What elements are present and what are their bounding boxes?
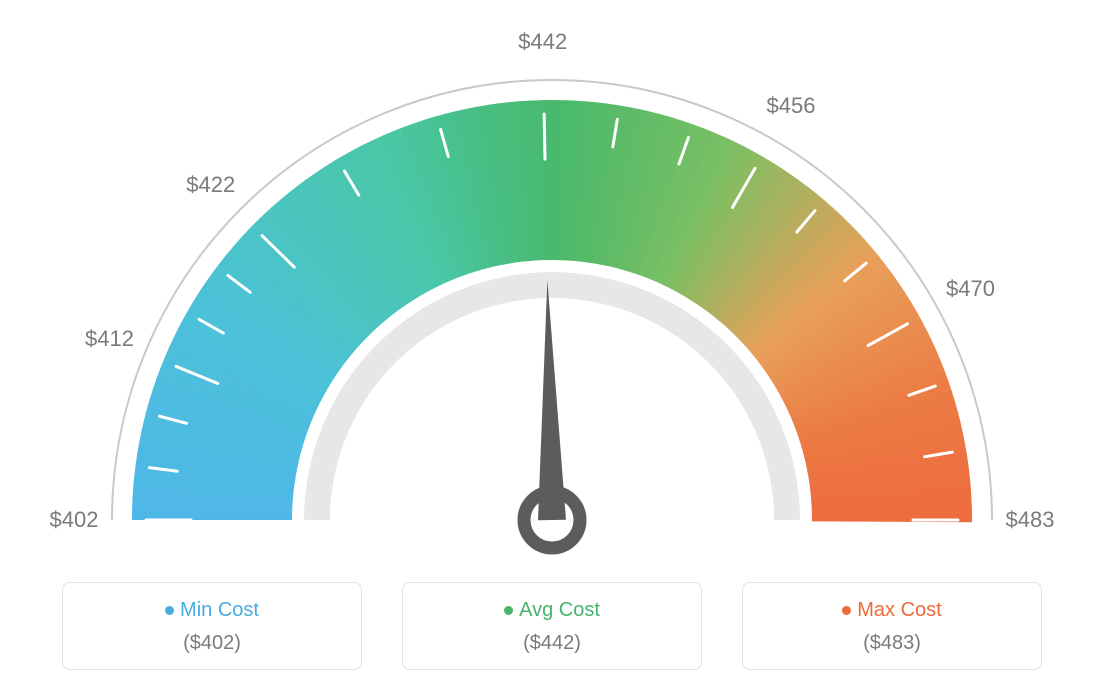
legend-title-avg-text: Avg Cost (519, 599, 600, 621)
legend-row: Min Cost ($402) Avg Cost ($442) Max Cost… (0, 582, 1104, 670)
legend-value-max: ($483) (753, 632, 1031, 655)
gauge-tick-label: $412 (85, 326, 134, 352)
legend-dot-max (842, 606, 851, 615)
legend-card-max: Max Cost ($483) (742, 582, 1042, 670)
gauge-tick-label: $442 (518, 29, 567, 55)
cost-gauge-container: $402 $412 $422 $442 $456 $470 $483 Min Cost ($… (0, 0, 1104, 690)
gauge-tick-label: $422 (186, 172, 235, 198)
legend-title-min: Min Cost (73, 599, 351, 622)
legend-dot-avg (504, 606, 513, 615)
gauge-tick-label: $470 (946, 276, 995, 302)
legend-value-avg: ($442) (413, 632, 691, 655)
legend-card-avg: Avg Cost ($442) (402, 582, 702, 670)
gauge-tick-label: $456 (767, 93, 816, 119)
legend-title-avg: Avg Cost (413, 599, 691, 622)
gauge-tick-label: $402 (50, 507, 99, 533)
gauge-tick-label: $483 (1006, 507, 1055, 533)
gauge-svg (0, 0, 1104, 570)
legend-card-min: Min Cost ($402) (62, 582, 362, 670)
legend-title-max-text: Max Cost (857, 599, 941, 621)
gauge-chart: $402 $412 $422 $442 $456 $470 $483 (0, 0, 1104, 570)
legend-value-min: ($402) (73, 632, 351, 655)
legend-title-min-text: Min Cost (180, 599, 259, 621)
legend-title-max: Max Cost (753, 599, 1031, 622)
legend-dot-min (165, 606, 174, 615)
